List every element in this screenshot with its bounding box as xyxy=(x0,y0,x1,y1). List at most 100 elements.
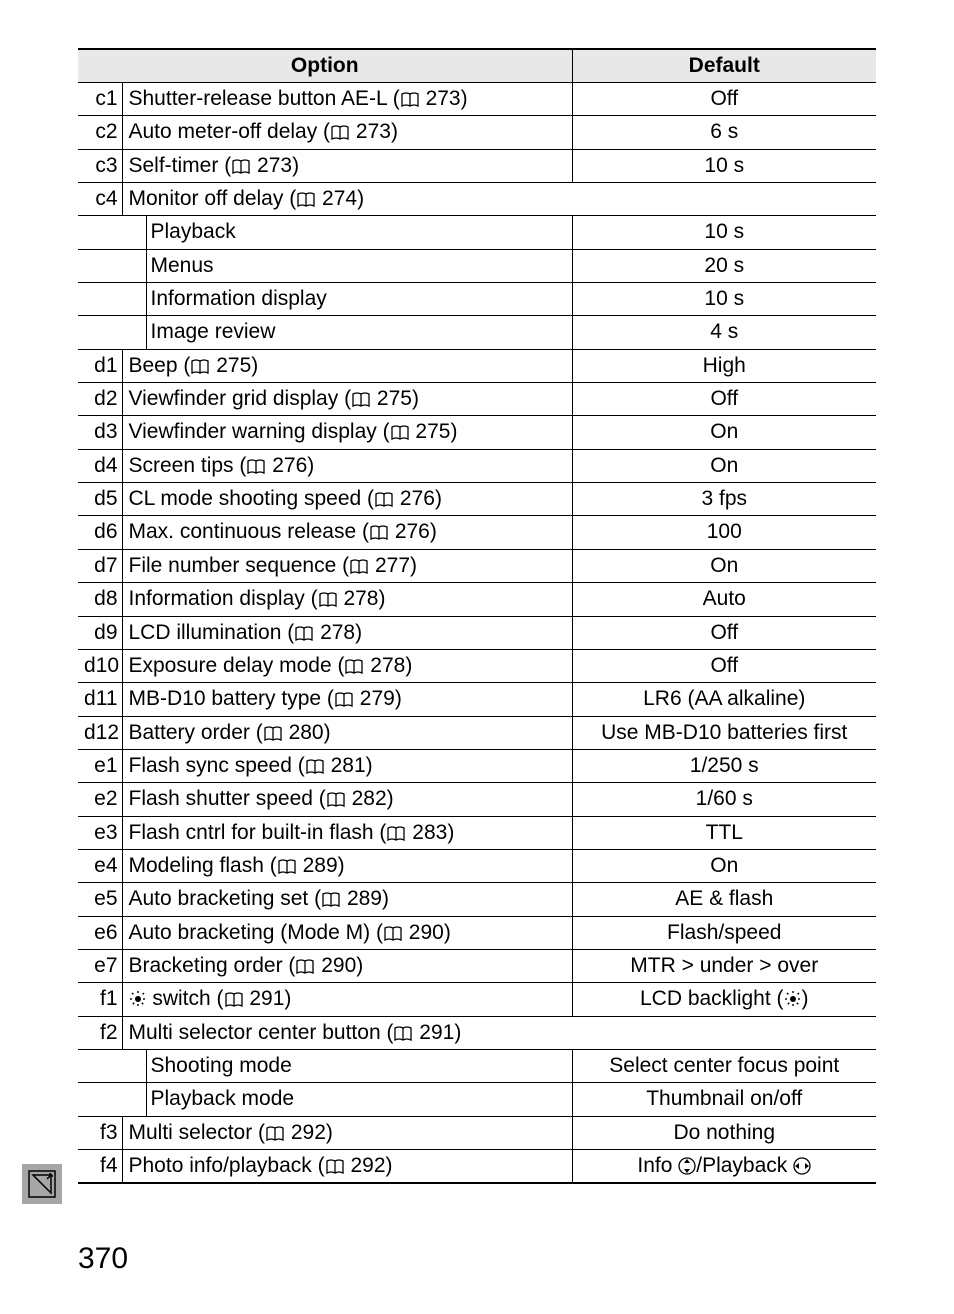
option-text: Information display xyxy=(151,287,327,310)
row-index: e2 xyxy=(78,783,122,816)
page-ref-icon xyxy=(321,892,341,908)
table-row: d12Battery order ( 280)Use MB-D10 batter… xyxy=(78,716,876,749)
default-cell: On xyxy=(572,849,876,882)
page-ref-icon xyxy=(325,1159,345,1175)
default-cell: Off xyxy=(572,383,876,416)
option-cell: Viewfinder grid display ( 275) xyxy=(122,383,572,416)
page-ref: 291 xyxy=(419,1021,454,1044)
row-index: d11 xyxy=(78,683,122,716)
option-text: Viewfinder grid display xyxy=(129,387,339,410)
default-cell: 3 fps xyxy=(572,483,876,516)
sub-indent xyxy=(122,1049,146,1082)
page-ref-icon xyxy=(383,926,403,942)
default-cell: TTL xyxy=(572,816,876,849)
row-index: f1 xyxy=(78,983,122,1016)
option-cell: Multi selector ( 292) xyxy=(122,1116,572,1149)
table-row: f2Multi selector center button ( 291) xyxy=(78,1016,876,1049)
default-cell: 1/250 s xyxy=(572,749,876,782)
option-cell: Shooting mode xyxy=(146,1049,572,1082)
row-index: d2 xyxy=(78,383,122,416)
table-row: d4Screen tips ( 276)On xyxy=(78,449,876,482)
page-ref: 281 xyxy=(331,754,366,777)
option-cell: Battery order ( 280) xyxy=(122,716,572,749)
option-cell: Flash cntrl for built-in flash ( 283) xyxy=(122,816,572,849)
default-cell: Flash/speed xyxy=(572,916,876,949)
row-index: d10 xyxy=(78,649,122,682)
default-cell: 1/60 s xyxy=(572,783,876,816)
page-ref: 274 xyxy=(322,187,357,210)
option-cell: Modeling flash ( 289) xyxy=(122,849,572,882)
table-row: d8Information display ( 278)Auto xyxy=(78,583,876,616)
default-cell: Off xyxy=(572,649,876,682)
default-cell: Auto xyxy=(572,583,876,616)
option-text: Multi selector xyxy=(129,1121,253,1144)
row-index: d1 xyxy=(78,349,122,382)
page-number: 370 xyxy=(78,1242,128,1276)
page-ref-icon xyxy=(374,492,394,508)
option-cell: Exposure delay mode ( 278) xyxy=(122,649,572,682)
default-cell: Off xyxy=(572,616,876,649)
option-text: Playback mode xyxy=(151,1087,295,1110)
option-cell: Screen tips ( 276) xyxy=(122,449,572,482)
table-row: Shooting modeSelect center focus point xyxy=(78,1049,876,1082)
page-ref-icon xyxy=(295,959,315,975)
option-text: File number sequence xyxy=(129,554,337,577)
page-ref-icon xyxy=(305,759,325,775)
page-ref-icon xyxy=(231,159,251,175)
table-row: d2Viewfinder grid display ( 275)Off xyxy=(78,383,876,416)
option-text: Monitor off delay xyxy=(129,187,284,210)
option-text: Shutter-release button AE-L xyxy=(129,87,387,110)
option-text: LCD illumination xyxy=(129,621,282,644)
option-text: Auto bracketing (Mode M) xyxy=(129,921,371,944)
dpad-vertical-icon xyxy=(678,1157,696,1175)
row-index: d4 xyxy=(78,449,122,482)
option-cell: Self-timer ( 273) xyxy=(122,149,572,182)
default-cell: Info /Playback xyxy=(572,1150,876,1184)
sub-indent xyxy=(78,249,122,282)
table-row: e2Flash shutter speed ( 282)1/60 s xyxy=(78,783,876,816)
row-index: e7 xyxy=(78,949,122,982)
page-ref: 278 xyxy=(343,587,378,610)
row-index: d5 xyxy=(78,483,122,516)
table-row: d3Viewfinder warning display ( 275)On xyxy=(78,416,876,449)
row-index: d6 xyxy=(78,516,122,549)
table-row: e7Bracketing order ( 290)MTR > under > o… xyxy=(78,949,876,982)
dpad-horizontal-icon xyxy=(793,1157,811,1175)
option-text: MB-D10 battery type xyxy=(129,687,322,710)
default-cell: On xyxy=(572,449,876,482)
page-ref-icon xyxy=(393,1026,413,1042)
page-ref: 278 xyxy=(320,621,355,644)
page-ref-icon xyxy=(344,659,364,675)
option-text: CL mode shooting speed xyxy=(129,487,362,510)
default-cell: 20 s xyxy=(572,249,876,282)
page-ref: 273 xyxy=(356,120,391,143)
default-cell: 6 s xyxy=(572,116,876,149)
table-row: Playback modeThumbnail on/off xyxy=(78,1083,876,1116)
option-text: Screen tips xyxy=(129,454,234,477)
option-text: Flash shutter speed xyxy=(129,787,313,810)
page-ref: 275 xyxy=(415,420,450,443)
option-cell: Flash shutter speed ( 282) xyxy=(122,783,572,816)
option-cell: Information display ( 278) xyxy=(122,583,572,616)
page-ref-icon xyxy=(334,692,354,708)
page-ref-icon xyxy=(246,459,266,475)
page-ref-icon xyxy=(190,359,210,375)
option-text: Playback xyxy=(151,220,236,243)
row-index: c3 xyxy=(78,149,122,182)
row-index: f2 xyxy=(78,1016,122,1049)
page-ref-icon xyxy=(277,859,297,875)
sub-indent xyxy=(122,1083,146,1116)
page-ref-icon xyxy=(400,92,420,108)
table-row: d7File number sequence ( 277)On xyxy=(78,549,876,582)
row-index: f4 xyxy=(78,1150,122,1184)
option-text: Multi selector center button xyxy=(129,1021,381,1044)
default-cell: LR6 (AA alkaline) xyxy=(572,683,876,716)
page-ref: 289 xyxy=(347,887,382,910)
page-ref: 292 xyxy=(291,1121,326,1144)
illumination-icon xyxy=(784,990,802,1008)
default-cell: High xyxy=(572,349,876,382)
default-cell: Select center focus point xyxy=(572,1049,876,1082)
row-index: d7 xyxy=(78,549,122,582)
option-cell: Auto bracketing (Mode M) ( 290) xyxy=(122,916,572,949)
row-index: e6 xyxy=(78,916,122,949)
